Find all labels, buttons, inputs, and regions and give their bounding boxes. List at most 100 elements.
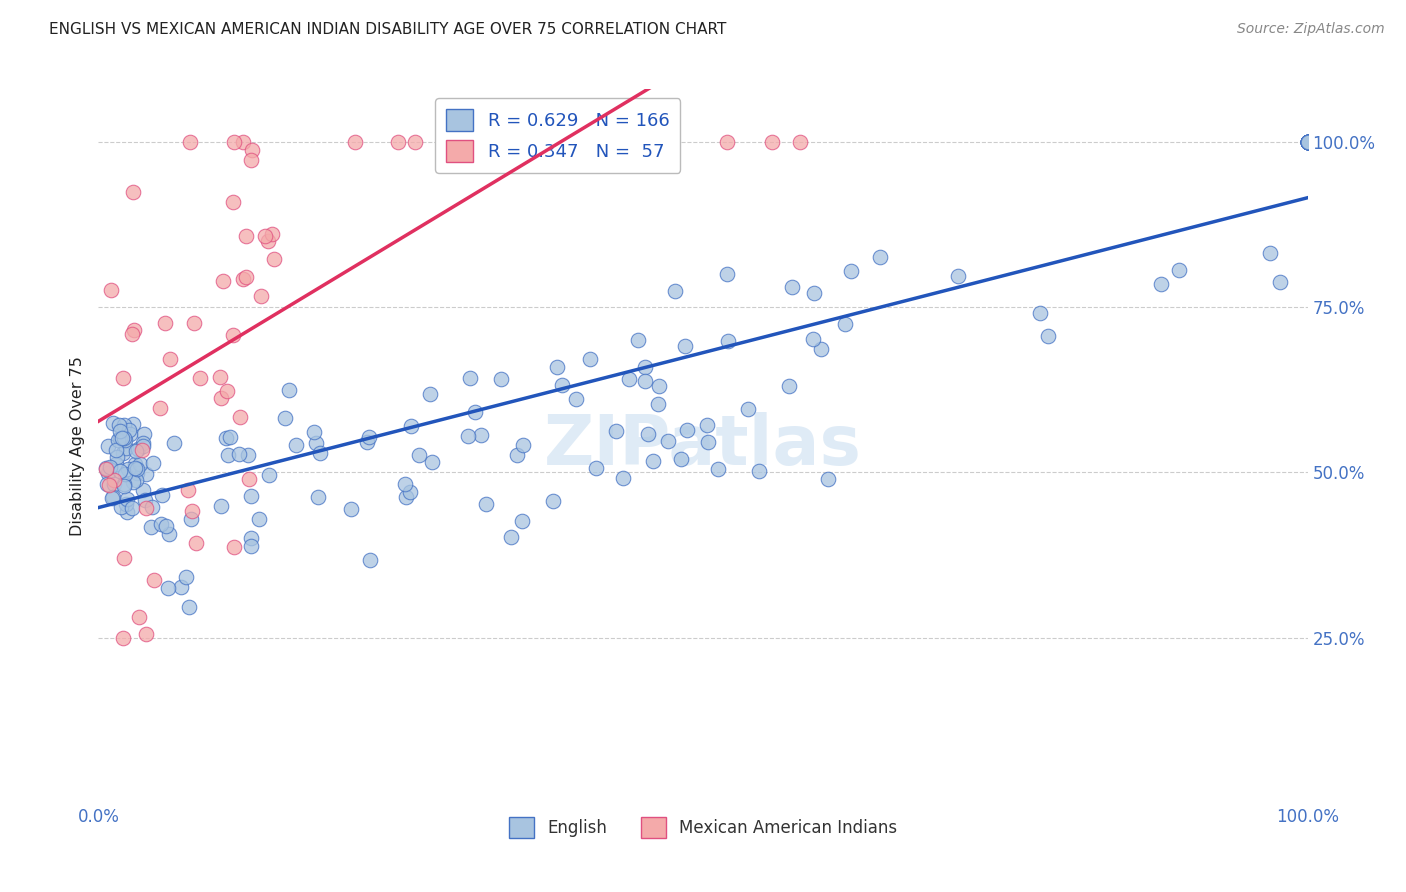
Point — [132, 426, 155, 441]
Point — [1296, 135, 1319, 149]
Point — [183, 316, 205, 330]
Point — [673, 339, 696, 353]
Point — [110, 464, 132, 478]
Point — [598, 135, 620, 149]
Point — [117, 462, 139, 476]
Point — [1296, 135, 1319, 149]
Point — [98, 477, 121, 491]
Point — [499, 530, 522, 544]
Point — [1296, 135, 1319, 149]
Point — [1296, 135, 1319, 149]
Point — [761, 135, 783, 149]
Point — [1296, 135, 1319, 149]
Point — [257, 235, 280, 249]
Point — [1296, 135, 1319, 149]
Point — [179, 600, 201, 615]
Point — [224, 540, 246, 554]
Point — [810, 342, 832, 356]
Point — [669, 452, 692, 467]
Point — [778, 379, 800, 393]
Point — [114, 497, 136, 511]
Point — [222, 195, 245, 210]
Point — [460, 370, 482, 384]
Point — [789, 135, 811, 149]
Point — [356, 435, 378, 450]
Point — [163, 436, 186, 450]
Point — [1038, 329, 1060, 343]
Point — [215, 431, 238, 445]
Point — [1296, 135, 1319, 149]
Point — [103, 473, 125, 487]
Point — [132, 436, 155, 450]
Point — [103, 416, 125, 430]
Point — [125, 462, 148, 476]
Point — [222, 327, 245, 342]
Point — [180, 512, 202, 526]
Text: ZIPatlas: ZIPatlas — [544, 412, 862, 480]
Legend: English, Mexican American Indians: English, Mexican American Indians — [502, 811, 904, 845]
Point — [110, 500, 132, 515]
Point — [174, 570, 197, 584]
Point — [156, 581, 179, 595]
Point — [209, 391, 232, 405]
Point — [274, 410, 297, 425]
Point — [277, 383, 299, 397]
Point — [1296, 135, 1319, 149]
Point — [240, 532, 263, 546]
Point — [103, 476, 125, 491]
Point — [101, 491, 124, 506]
Point — [124, 457, 146, 471]
Point — [150, 487, 173, 501]
Point — [1296, 135, 1319, 149]
Point — [112, 431, 135, 445]
Point — [253, 229, 276, 244]
Point — [647, 397, 669, 411]
Point — [132, 439, 155, 453]
Point — [512, 438, 534, 452]
Point — [240, 539, 263, 553]
Point — [105, 450, 128, 465]
Point — [118, 423, 141, 437]
Point — [1296, 135, 1319, 149]
Point — [121, 501, 143, 516]
Point — [209, 499, 232, 513]
Point — [94, 461, 117, 475]
Point — [1296, 135, 1319, 149]
Point — [612, 471, 634, 485]
Point — [186, 536, 208, 550]
Point — [1029, 306, 1052, 320]
Point — [118, 427, 141, 442]
Point — [149, 401, 172, 416]
Point — [239, 153, 262, 167]
Point — [457, 429, 479, 443]
Point — [839, 264, 862, 278]
Point — [404, 135, 426, 149]
Point — [105, 442, 128, 457]
Point — [232, 135, 254, 149]
Point — [471, 135, 494, 149]
Point — [801, 332, 824, 346]
Point — [218, 448, 240, 462]
Point — [114, 467, 136, 481]
Point — [170, 580, 193, 594]
Point — [121, 475, 143, 489]
Point — [122, 323, 145, 337]
Point — [284, 438, 307, 452]
Point — [634, 374, 657, 388]
Point — [343, 135, 366, 149]
Point — [834, 317, 856, 331]
Point — [517, 135, 540, 149]
Point — [869, 250, 891, 264]
Point — [748, 464, 770, 478]
Point — [1296, 135, 1319, 149]
Point — [737, 402, 759, 417]
Point — [707, 461, 730, 475]
Point — [229, 409, 252, 424]
Point — [127, 442, 149, 456]
Point — [1167, 263, 1189, 277]
Point — [107, 433, 129, 447]
Point — [565, 392, 588, 406]
Point — [96, 440, 118, 454]
Point — [605, 424, 627, 438]
Point — [247, 512, 270, 526]
